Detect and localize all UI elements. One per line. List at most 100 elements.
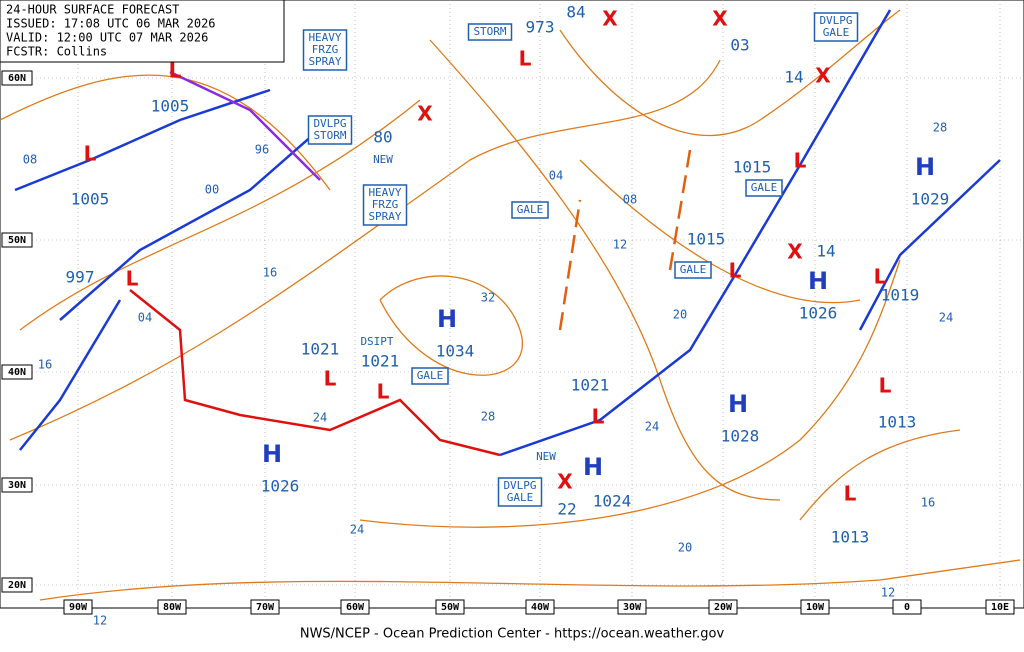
isobar-label: 24 — [645, 420, 659, 434]
isobar — [429, 39, 781, 501]
lon-label: 60W — [346, 602, 365, 613]
lat-label: 40N — [8, 367, 26, 378]
lat-label: 60N — [8, 73, 26, 84]
isobar — [579, 159, 861, 304]
isobar — [0, 74, 331, 191]
isobar — [379, 275, 523, 376]
pressure-label: 1028 — [721, 427, 760, 446]
pressure-label: 1024 — [593, 492, 632, 511]
warning-label: GALE — [517, 203, 544, 216]
warning-box — [511, 201, 549, 219]
pressure-label: 1013 — [831, 528, 870, 547]
high-center: H — [262, 440, 282, 468]
header-title: 24-HOUR SURFACE FORECAST — [6, 3, 179, 17]
cold-front — [19, 299, 122, 451]
low-center: L — [794, 149, 807, 173]
lat-label-box — [1, 577, 33, 593]
pressure-label: 1021 — [361, 352, 400, 371]
pressure-label: 03 — [730, 36, 749, 55]
pressure-label: 1029 — [911, 190, 950, 209]
isobar — [559, 9, 901, 136]
lat-label-box — [1, 232, 33, 248]
lon-label: 10W — [806, 602, 825, 613]
low-center: L — [84, 142, 97, 166]
high-center: H — [728, 390, 748, 418]
isobar-label: 12 — [93, 614, 107, 628]
lat-label-box — [1, 70, 33, 86]
isobar-label: 16 — [921, 496, 935, 510]
isobar-label: 24 — [939, 311, 953, 325]
trough — [558, 149, 692, 331]
warning-label: STORM — [473, 25, 506, 38]
isobar — [19, 99, 421, 331]
pressure-label: 1015 — [687, 230, 726, 249]
warning-box — [745, 179, 783, 197]
isobar — [39, 559, 1021, 601]
warning-label: GALE — [680, 263, 707, 276]
lat-label-box — [1, 477, 33, 493]
isobar-label: 24 — [313, 411, 327, 425]
warning-box — [813, 12, 859, 42]
lon-label: 10E — [991, 602, 1009, 613]
isobar-label: 04 — [138, 311, 152, 325]
lon-label-box — [157, 599, 187, 615]
pressure-label: 1026 — [261, 477, 300, 496]
low-position: X — [712, 7, 728, 31]
isobar-label: 28 — [481, 410, 495, 424]
lon-label-box — [617, 599, 647, 615]
isobars — [0, 9, 1021, 601]
warning-label: HEAVY — [308, 31, 341, 44]
header-forecaster: FCSTR: Collins — [6, 45, 107, 59]
isobar-label: 00 — [205, 183, 219, 197]
warning-label: STORM — [313, 129, 346, 142]
pressure-label: 84 — [566, 3, 585, 22]
lon-label-box — [892, 599, 922, 615]
isobar-label: 08 — [623, 193, 637, 207]
pressure-label: 1019 — [881, 286, 920, 305]
isobar-label: 20 — [673, 308, 687, 322]
occluded-front — [169, 70, 321, 181]
low-center: L — [169, 59, 182, 83]
warning-box — [362, 184, 408, 226]
low-center: L — [592, 405, 605, 429]
high-center: H — [808, 267, 828, 295]
pressure-label: 1021 — [301, 340, 340, 359]
warning-label: DVLPG — [503, 479, 536, 492]
header-valid: VALID: 12:00 UTC 07 MAR 2026 — [6, 31, 208, 45]
isobar — [359, 259, 901, 528]
high-center: H — [583, 453, 603, 481]
isobar-label: 96 — [255, 143, 269, 157]
warning-label: DVLPG — [819, 14, 852, 27]
isobar-label: 04 — [549, 169, 563, 183]
warning-label: GALE — [417, 369, 444, 382]
lon-label-box — [525, 599, 555, 615]
pressure-label: 1034 — [436, 342, 475, 361]
lon-label: 80W — [163, 602, 182, 613]
lon-label-box — [340, 599, 370, 615]
pressure-label: 14 — [784, 68, 803, 87]
cold-front — [858, 159, 1001, 331]
low-center: L — [126, 267, 139, 291]
lon-label: 20W — [714, 602, 733, 613]
lon-label-box — [63, 599, 93, 615]
warning-label: SPRAY — [308, 55, 341, 68]
isobar-label: 08 — [23, 153, 37, 167]
pressure-label: 1005 — [71, 190, 110, 209]
low-position: X — [815, 64, 831, 88]
status-label: NEW — [536, 450, 556, 463]
lon-label: 90W — [69, 602, 88, 613]
pressure-label: 80 — [373, 128, 392, 147]
low-position: X — [602, 7, 618, 31]
footer: NWS/NCEP - Ocean Prediction Center - htt… — [300, 627, 725, 642]
warning-label: DVLPG — [313, 117, 346, 130]
pressure-label: 1013 — [878, 413, 917, 432]
high-center: H — [437, 305, 457, 333]
pressure-label: 14 — [816, 242, 835, 261]
warning-label: HEAVY — [368, 186, 401, 199]
lon-label: 0 — [904, 602, 910, 613]
warning-label: GALE — [823, 26, 850, 39]
isobar-label: 12 — [881, 586, 895, 600]
lat-label: 30N — [8, 480, 26, 491]
warning-label: GALE — [751, 181, 778, 194]
